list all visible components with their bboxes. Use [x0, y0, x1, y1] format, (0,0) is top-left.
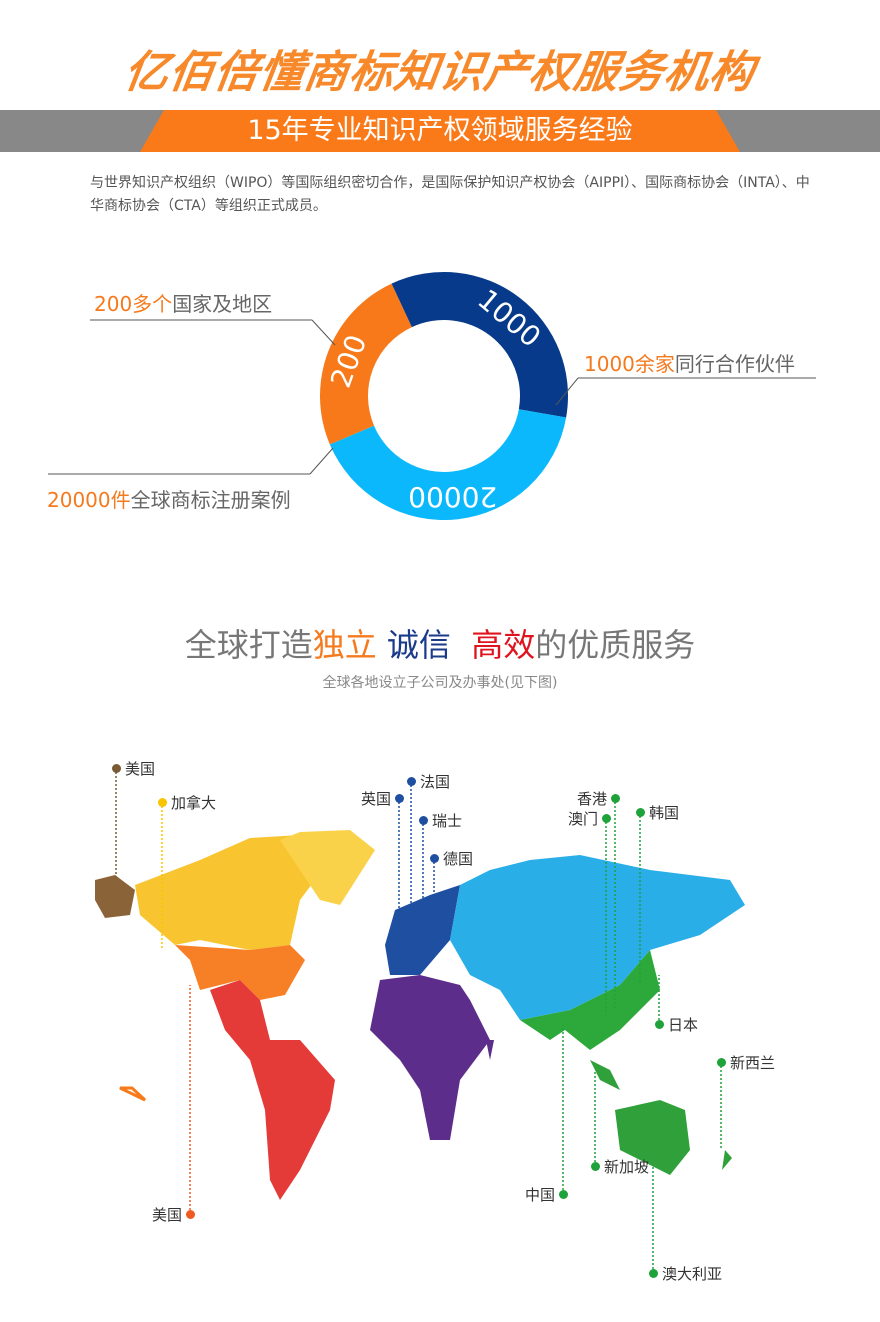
office-label: 中国: [524, 1186, 555, 1204]
office-label: 法国: [420, 773, 451, 791]
indonesia-region: [590, 1060, 620, 1090]
office-label: 德国: [443, 850, 474, 868]
title-independent: 独立: [312, 626, 377, 664]
office-marker-dot: [648, 1268, 658, 1278]
office-label: 韩国: [649, 804, 680, 822]
office-marker-dot: [654, 1019, 664, 1029]
new-zealand-region: [722, 1150, 732, 1170]
office-label: 澳门: [567, 810, 598, 828]
stat-highlight: 20000件: [47, 488, 131, 512]
stat-text: 国家及地区: [172, 292, 273, 316]
office-label: 新加坡: [604, 1158, 650, 1176]
donut-segment-label: 20000: [408, 481, 497, 514]
office-marker-dot: [610, 793, 620, 803]
office-marker-dot: [185, 1209, 195, 1219]
office-label: 美国: [125, 760, 156, 778]
stat-leader-partners: [555, 377, 579, 406]
madagascar-region: [486, 1040, 494, 1060]
section-subtitle: 全球各地设立子公司及办事处(见下图): [322, 675, 558, 691]
intro-text: 与世界知识产权组织（WIPO）等国际组织密切合作，是国际保护知识产权协会（AIP…: [90, 175, 810, 214]
hawaii-region: [119, 1086, 147, 1102]
office-marker-dot: [635, 807, 645, 817]
greenland-region: [280, 830, 375, 905]
stat-text: 同行合作伙伴: [674, 352, 795, 376]
australia-region: [615, 1100, 690, 1175]
office-marker-dot: [716, 1057, 726, 1067]
title-part: 全球打造: [184, 626, 313, 664]
title-integrity: 诚信: [386, 626, 451, 664]
office-marker-dot: [157, 797, 167, 807]
stat-leader-countries: [311, 319, 336, 346]
usa-region: [175, 945, 305, 1000]
banner-highlight: [140, 110, 740, 152]
office-marker-dot: [394, 793, 404, 803]
canada-region: [135, 835, 330, 950]
office-label: 香港: [576, 790, 607, 808]
title-part: 的优质服务: [535, 626, 696, 664]
office-label: 新西兰: [730, 1054, 776, 1072]
world-map: [95, 768, 745, 1273]
title-efficient: 高效: [471, 626, 536, 664]
office-marker-dot: [558, 1189, 568, 1199]
office-marker-dot: [111, 763, 121, 773]
donut-segment: [391, 272, 568, 418]
office-marker-dot: [601, 813, 611, 823]
donut-segment: [329, 409, 567, 520]
stat-text: 全球商标注册案例: [130, 488, 291, 512]
office-label: 加拿大: [171, 794, 217, 812]
asia-south-region: [520, 950, 660, 1050]
stat-partners: 1000余家同行合作伙伴: [584, 348, 795, 377]
office-marker-dot: [429, 853, 439, 863]
stat-highlight: 200多个: [94, 292, 173, 316]
office-label: 美国: [151, 1206, 182, 1224]
office-label: 英国: [360, 790, 391, 808]
asia-north-region: [450, 855, 745, 1020]
africa-region: [370, 975, 490, 1140]
office-label: 澳大利亚: [662, 1265, 723, 1283]
office-label: 日本: [668, 1016, 699, 1034]
section-title: 全球打造独立 诚信 高效的优质服务: [0, 620, 880, 666]
office-marker-dot: [406, 776, 416, 786]
donut-segment: [320, 283, 412, 445]
office-label: 瑞士: [432, 812, 463, 830]
stat-highlight: 1000余家: [584, 352, 675, 376]
office-marker-dot: [590, 1161, 600, 1171]
alaska-region: [95, 875, 135, 918]
banner-text: 15年专业知识产权领域服务经验: [247, 115, 633, 146]
latin-america-region: [210, 980, 335, 1200]
office-marker-dot: [418, 815, 428, 825]
stat-cases: 20000件全球商标注册案例: [47, 484, 291, 513]
stat-leader-cases: [309, 447, 334, 475]
stat-countries: 200多个国家及地区: [94, 288, 272, 317]
